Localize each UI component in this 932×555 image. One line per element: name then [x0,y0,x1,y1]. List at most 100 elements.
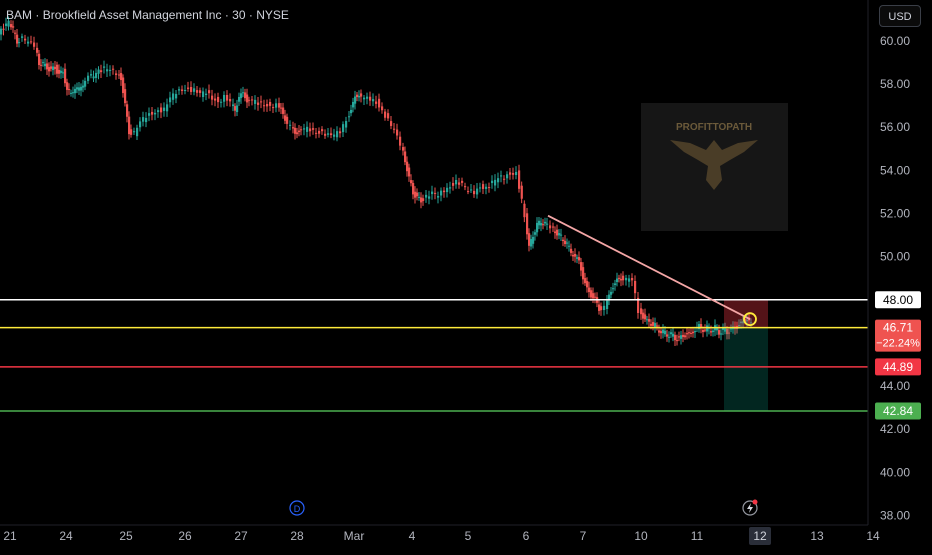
time-tick-label: 5 [465,529,472,543]
candle-body [154,112,157,115]
candle-body [333,134,336,137]
candle-body [620,278,623,281]
candle-body [664,330,667,335]
candle-body [434,192,437,194]
candle-body [282,107,285,114]
price-axis[interactable]: 38.0040.0042.0044.0046.0048.0050.0052.00… [867,0,932,550]
candle-body [654,323,657,327]
time-tick-label: 14 [866,529,880,543]
candle-body [120,73,123,81]
candle-body [130,129,133,135]
candle-body [269,102,272,106]
earnings-icon[interactable] [742,499,758,516]
dividend-marker[interactable]: D [289,500,305,516]
eagle-icon [670,140,758,190]
candle-body [716,327,719,331]
candle-body [678,336,681,338]
candle-body [220,101,223,103]
candle-body [366,96,369,99]
candle-body [14,32,17,34]
candle-body [205,93,208,95]
candle-body [296,132,299,135]
candle-body [330,133,333,136]
candle-body [257,102,260,105]
candle-body [12,26,15,28]
time-tick-label: 25 [119,529,133,543]
trendline[interactable] [547,214,751,320]
candle-body [586,281,589,288]
candle-body [724,328,727,332]
candle-body [115,73,118,76]
title-separator: · [224,8,229,22]
candle-body [408,167,411,177]
candle-body [622,275,625,281]
candle-body [339,131,342,134]
price-tick-label: 50.00 [880,250,910,264]
price-tick-label: 40.00 [880,465,910,479]
candle-body [303,128,306,130]
price-label-badge [875,358,921,376]
time-tick-label: 11 [691,529,704,543]
candle-body [58,69,61,74]
candle-body [606,300,609,310]
candle-body [136,127,139,137]
candle-body [157,110,160,113]
candle-body [33,42,36,47]
symbol-title[interactable]: BAM · Brookfield Asset Management Inc · … [6,8,289,22]
candle-body [558,233,561,236]
candle-body [740,321,743,324]
candle-body [556,229,559,236]
candle-body [166,104,169,112]
candle-body [352,101,355,108]
candle-body [278,103,281,108]
candle-body [36,47,39,53]
candle-body [38,53,41,66]
candle-body [5,23,8,26]
candle-body [656,325,659,327]
candle-body [425,194,428,198]
candle-body [742,321,745,324]
candle-body [354,96,357,104]
candle-body [10,24,13,28]
candle-body [640,308,643,315]
candle-body [217,96,220,103]
candle-body [437,196,440,198]
candle-body [570,248,573,253]
candle-body [318,130,321,134]
candle-body [542,224,545,226]
candle-body [50,66,53,69]
candle-body [461,180,464,183]
candle-body [393,128,396,130]
candle-body [74,88,77,94]
time-tick-label: 21 [3,529,17,543]
time-tick-label: 7 [580,529,587,543]
candle-body [706,325,709,332]
title-separator: · [248,8,253,22]
candle-body [676,340,679,342]
price-label-badge [875,319,921,352]
candle-body [674,335,677,341]
breakout-marker[interactable] [743,312,757,327]
candle-body [455,180,458,185]
currency-button[interactable]: USD [879,5,921,27]
candle-body [449,187,452,189]
candle-body [610,291,613,295]
candle-body [172,93,175,100]
time-axis[interactable]: 21 24 25 26 27 28 Mar 4 5 6 7 10 11 12 13 14 [0,524,880,545]
symbol-exchange: NYSE [256,8,289,22]
candle-body [509,172,512,175]
candle-body [369,96,372,101]
candle-body [181,89,184,91]
candle-body [124,89,127,104]
position-reward-zone[interactable] [724,327,768,412]
candle-body [298,130,301,133]
candlestick-series [0,16,753,347]
candle-body [746,319,749,322]
candle-body [356,94,359,98]
candle-body [414,191,417,198]
candle-body [384,111,387,118]
candle-body [229,99,232,102]
candle-body [106,69,109,72]
